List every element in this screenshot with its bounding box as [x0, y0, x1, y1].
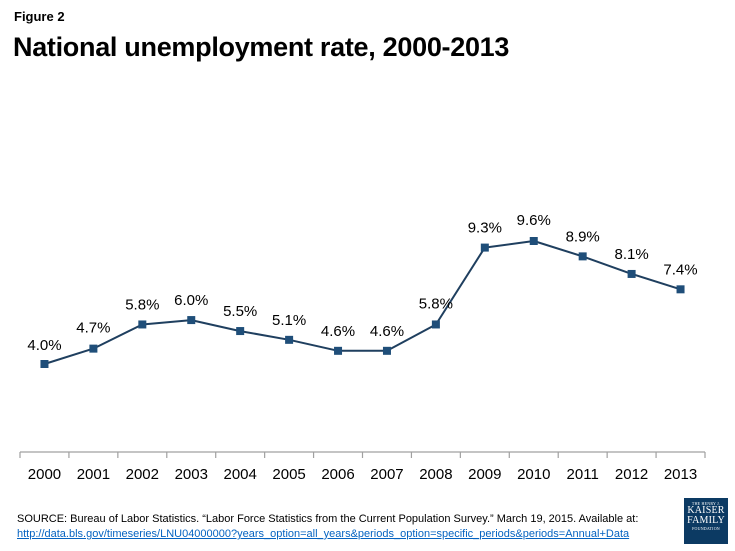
x-tick-label: 2013	[664, 466, 697, 483]
data-point-marker	[236, 327, 245, 336]
data-point-marker	[627, 269, 636, 278]
data-point-marker	[480, 243, 489, 252]
data-label: 6.0%	[174, 292, 208, 309]
x-tick-label: 2007	[370, 466, 403, 483]
source-note: SOURCE: Bureau of Labor Statistics. “Lab…	[17, 512, 667, 542]
source-text: SOURCE: Bureau of Labor Statistics. “Lab…	[17, 513, 639, 525]
data-point-marker	[676, 285, 685, 294]
x-tick-label: 2004	[223, 466, 256, 483]
x-tick-label: 2009	[468, 466, 501, 483]
source-link[interactable]: http://data.bls.gov/timeseries/LNU040000…	[17, 528, 630, 540]
page-title: National unemployment rate, 2000-2013	[13, 32, 510, 62]
data-point-marker	[431, 320, 440, 329]
data-point-marker	[334, 346, 343, 355]
data-label: 9.6%	[517, 212, 551, 229]
data-point-marker	[529, 237, 538, 245]
kff-logo: THE HENRY J. KAISER FAMILY FOUNDATION	[684, 498, 728, 544]
x-tick-label: 2002	[126, 466, 159, 483]
data-label: 4.7%	[76, 320, 110, 337]
series-line	[44, 240, 681, 365]
logo-line-1: THE HENRY J.	[691, 501, 721, 506]
data-point-marker	[40, 360, 49, 368]
x-axis	[19, 451, 706, 458]
data-point-marker	[138, 320, 147, 329]
x-tick-label: 2008	[419, 466, 452, 483]
x-tick-label: 2006	[321, 466, 354, 483]
line-chart: 4.0% 4.7% 5.8% 6.0% 5.5% 5.1% 4.6% 4.6% 5.8% 9.3%…	[19, 212, 706, 483]
data-markers	[40, 237, 685, 368]
x-tick-label: 2010	[517, 466, 550, 483]
data-label: 5.8%	[419, 295, 453, 312]
x-tick-label: 2011	[567, 466, 599, 483]
figure-label: Figure 2	[14, 9, 65, 24]
data-point-marker	[89, 344, 98, 353]
x-tick-label: 2003	[175, 466, 208, 483]
data-point-marker	[187, 316, 196, 325]
data-point-marker	[382, 346, 391, 355]
x-tick-label: 2012	[615, 466, 648, 483]
x-tick-label: 2000	[28, 466, 61, 483]
data-label: 9.3%	[468, 220, 502, 237]
data-label: 4.6%	[370, 323, 404, 340]
data-labels: 4.0% 4.7% 5.8% 6.0% 5.5% 5.1% 4.6% 4.6% 5.8% 9.3%…	[27, 212, 697, 354]
logo-line-2: KAISER	[687, 505, 725, 516]
data-label: 8.1%	[615, 246, 649, 263]
logo-line-4: FOUNDATION	[692, 526, 720, 531]
x-tick-label: 2005	[272, 466, 305, 483]
data-point-marker	[578, 252, 587, 261]
x-tick-labels: 2000 2001 2002 2003 2004 2005 2006 2007 2008 2009…	[28, 466, 697, 483]
data-label: 7.4%	[663, 261, 697, 278]
data-point-marker	[285, 335, 294, 344]
data-label: 4.0%	[27, 337, 61, 354]
series-line-layer	[44, 240, 681, 365]
x-tick-label: 2001	[77, 466, 110, 483]
data-label: 5.8%	[125, 296, 159, 313]
data-label: 5.5%	[223, 303, 257, 320]
data-label: 4.6%	[321, 323, 355, 340]
logo-line-3: FAMILY	[687, 515, 725, 526]
data-label: 8.9%	[566, 228, 600, 245]
data-label: 5.1%	[272, 312, 306, 329]
